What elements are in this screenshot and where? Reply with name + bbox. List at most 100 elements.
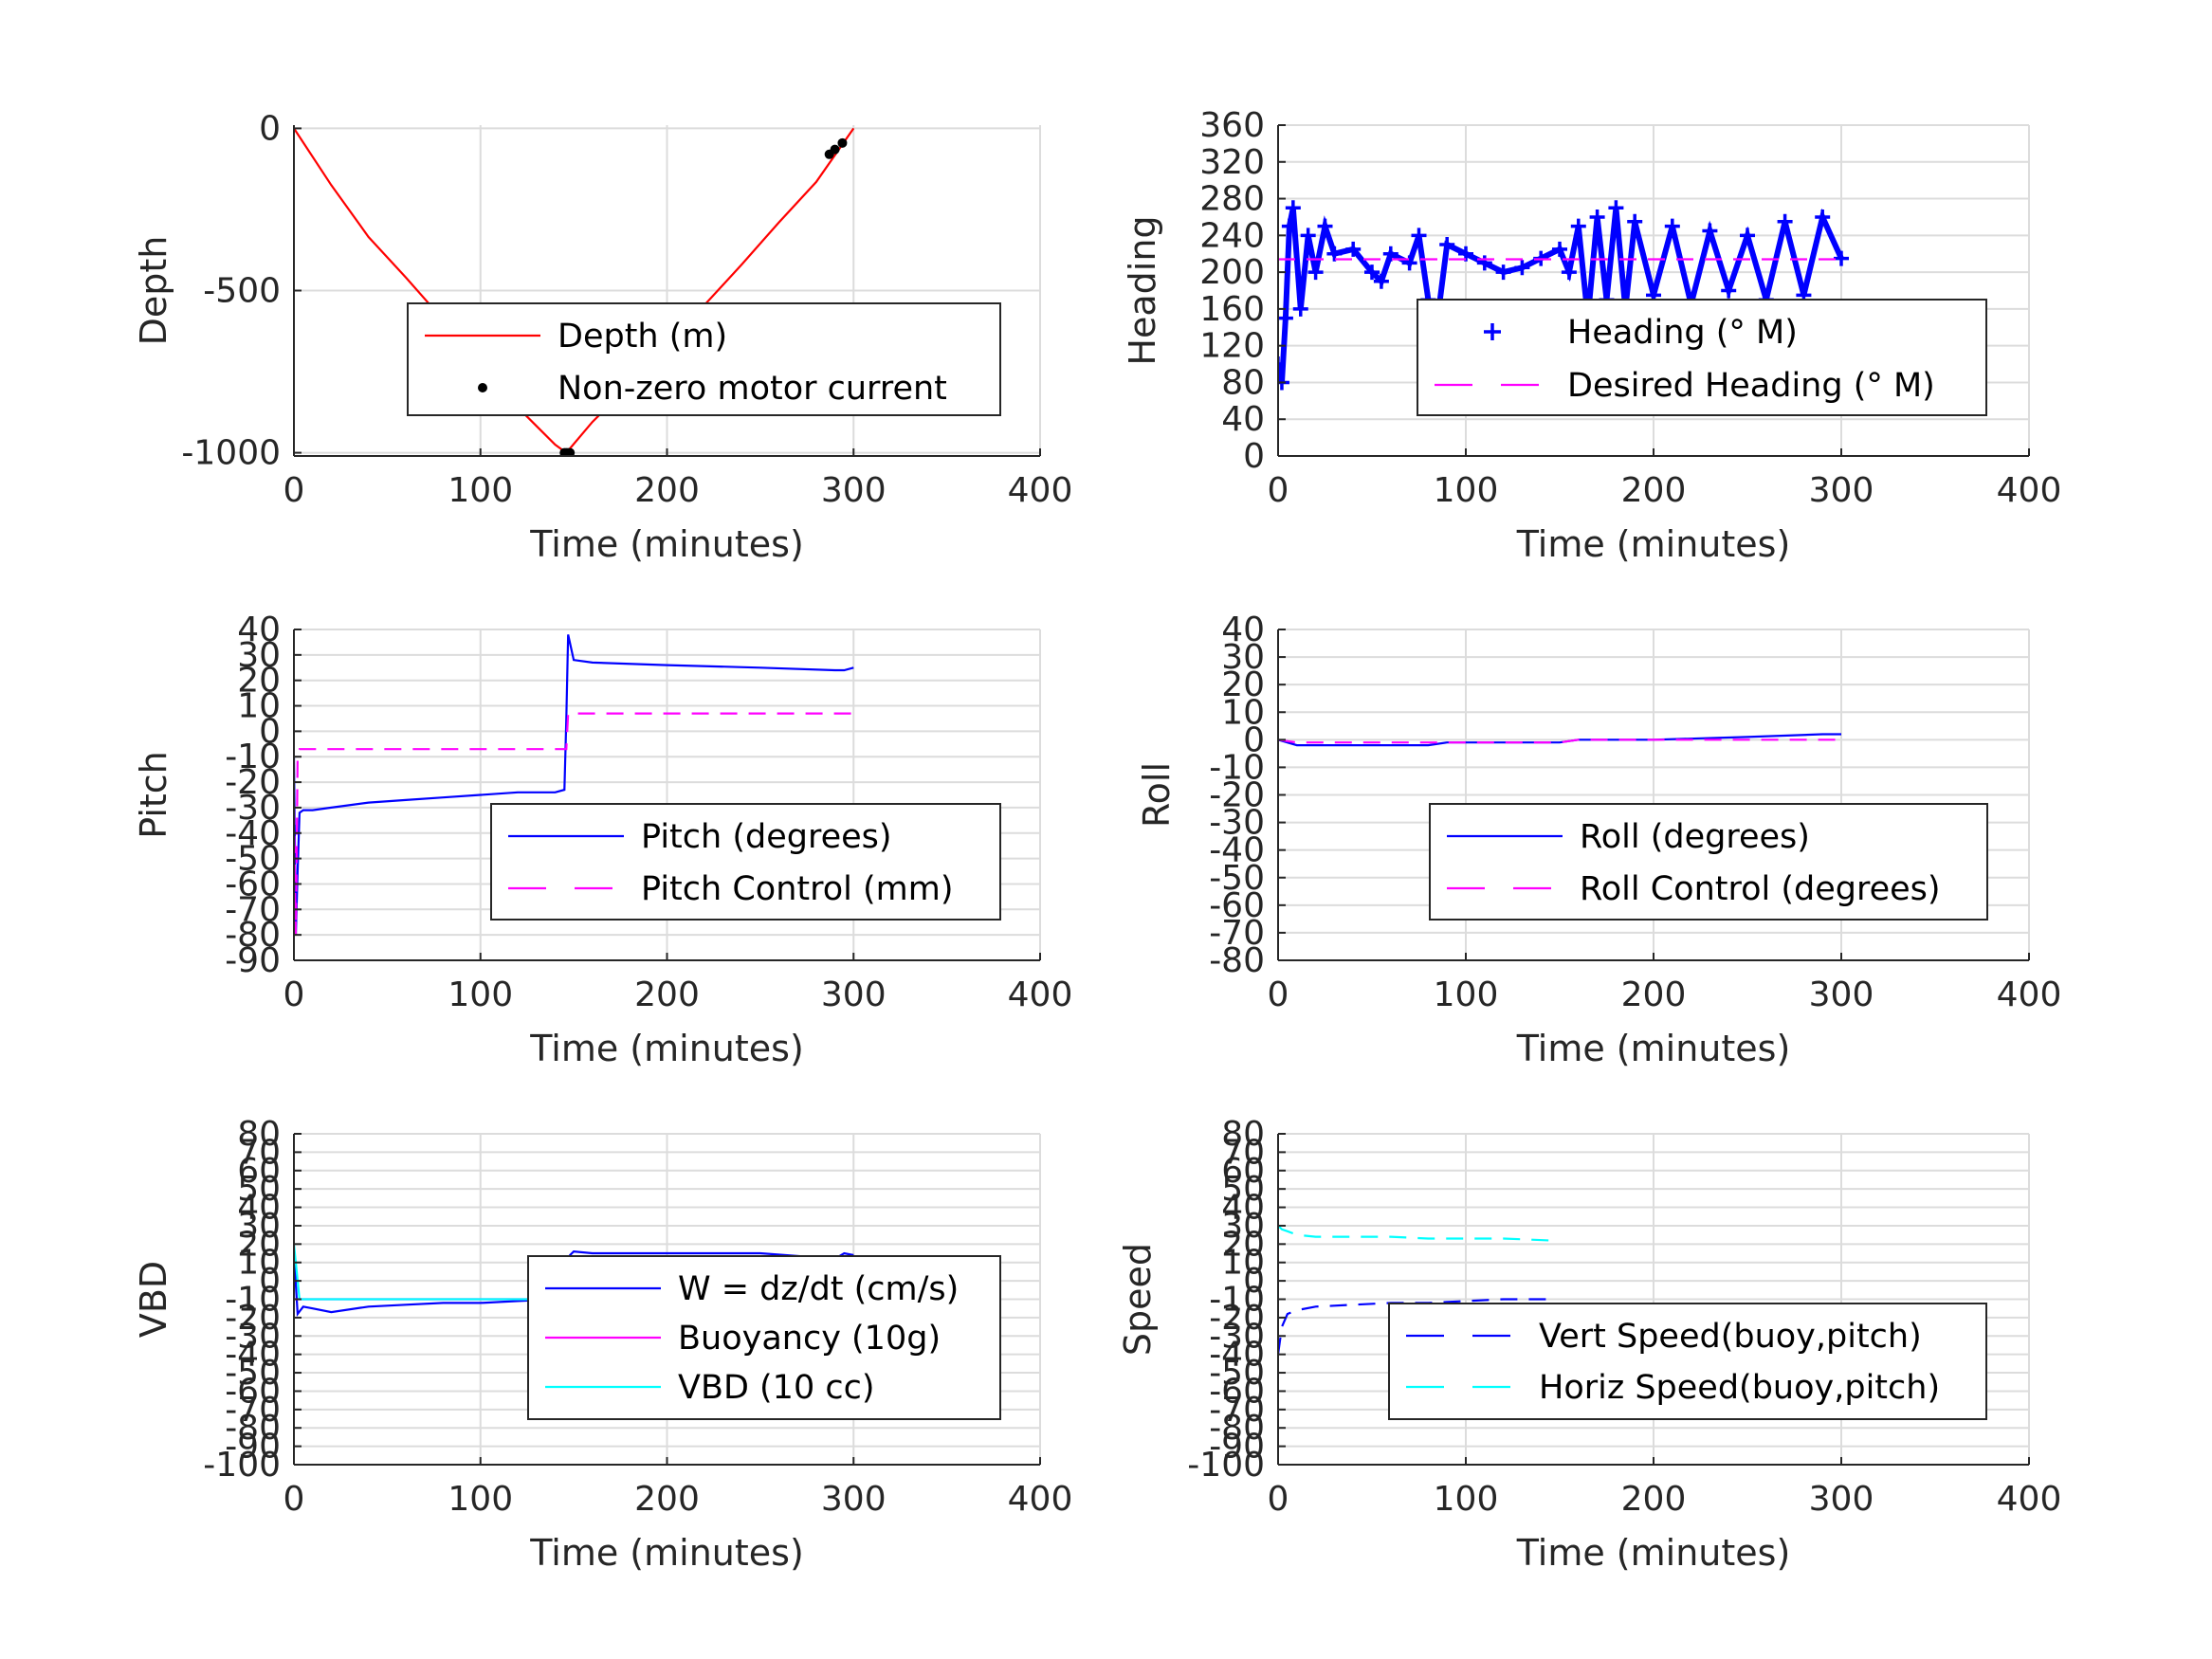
speed-y-tick-label: -60 (1209, 1372, 1265, 1411)
vbd-y-tick-label: -30 (225, 1317, 281, 1356)
speed-x-tick-label: 200 (1621, 1480, 1687, 1519)
roll-y-tick-label: 10 (1221, 693, 1265, 732)
pitch-x-tick-label: 100 (448, 975, 513, 1014)
heading-legend-label: Desired Heading (° M) (1567, 367, 1935, 405)
speed-legend-label: Horiz Speed(buoy,pitch) (1539, 1369, 1940, 1407)
vbd-y-tick-label: -100 (203, 1446, 281, 1485)
speed-y-tick-label: -80 (1209, 1409, 1265, 1448)
roll-y-tick-label: 0 (1243, 720, 1265, 759)
roll-x-tick-label: 100 (1434, 975, 1499, 1014)
heading-legend-swatch (1484, 323, 1501, 340)
pitch-y-tick-label: 0 (259, 712, 281, 751)
speed-x-tick-label: 300 (1809, 1480, 1874, 1519)
speed-y-tick-label: 30 (1221, 1207, 1265, 1246)
pitch-y-tick-label: 10 (237, 687, 281, 726)
depth-y-axis-label: Depth (133, 236, 174, 346)
speed-legend-box (1388, 1303, 1987, 1420)
heading-y-tick-label: 160 (1199, 290, 1265, 329)
heading-y-tick-label: 80 (1221, 363, 1265, 402)
speed-y-tick-label: -40 (1209, 1336, 1265, 1375)
vbd-y-tick-label: 30 (237, 1207, 281, 1246)
roll-y-tick-label: -80 (1209, 941, 1265, 980)
speed-y-tick-label: -30 (1209, 1317, 1265, 1356)
speed-y-tick-label: -20 (1209, 1299, 1265, 1338)
vbd-legend-label: VBD (10 cc) (678, 1369, 875, 1407)
roll-y-tick-label: -40 (1209, 831, 1265, 870)
depth-y-tick-label: -500 (203, 272, 281, 311)
heading-y-tick-label: 200 (1199, 253, 1265, 292)
heading-series-1-trace (1278, 207, 1844, 384)
roll-legend-label: Roll (degrees) (1580, 818, 1810, 856)
roll-y-tick-label: -30 (1209, 804, 1265, 843)
roll-y-tick-label: 20 (1221, 665, 1265, 704)
speed-y-tick-label: -90 (1209, 1428, 1265, 1467)
speed-y-tick-label: -10 (1209, 1281, 1265, 1320)
roll-x-tick-label: 300 (1809, 975, 1874, 1014)
roll-y-tick-label: -70 (1209, 914, 1265, 953)
pitch-y-tick-label: -40 (225, 814, 281, 853)
pitch-y-tick-label: -80 (225, 916, 281, 955)
roll-y-tick-label: 30 (1221, 638, 1265, 677)
vbd-y-tick-label: -40 (225, 1336, 281, 1375)
vbd-y-tick-label: -20 (225, 1299, 281, 1338)
vbd-y-tick-label: 70 (237, 1133, 281, 1172)
depth-legend: Depth (m) Non-zero motor current (407, 302, 1001, 416)
depth-legend-label: Depth (m) (558, 318, 727, 356)
heading-x-tick-label: 0 (1268, 471, 1289, 510)
pitch-x-tick-label: 400 (1008, 975, 1073, 1014)
depth-y-tick-label: -1000 (181, 434, 281, 473)
heading-x-axis-label: Time (minutes) (1516, 523, 1791, 565)
vbd-y-tick-label: -10 (225, 1281, 281, 1320)
speed-y-tick-label: 10 (1221, 1244, 1265, 1283)
speed-legend: Vert Speed(buoy,pitch) Horiz Speed(buoy,p… (1388, 1303, 1987, 1420)
depth-legend-swatch (478, 383, 487, 392)
vbd-y-tick-label: 60 (237, 1152, 281, 1191)
pitch-legend-label: Pitch Control (mm) (641, 870, 953, 908)
speed-y-axis-label: Speed (1117, 1243, 1159, 1356)
vbd-y-tick-label: 50 (237, 1170, 281, 1209)
roll-chart: 0 100 200 300 400-80-70-60-50-40-30-20-10010… (1136, 611, 2061, 1069)
pitch-y-axis-label: Pitch (133, 751, 174, 839)
roll-x-axis-label: Time (minutes) (1516, 1028, 1791, 1069)
vbd-x-axis-label: Time (minutes) (529, 1532, 804, 1574)
pitch-y-tick-label: 30 (237, 636, 281, 675)
heading-x-tick-label: 300 (1809, 471, 1874, 510)
speed-y-tick-label: 70 (1221, 1133, 1265, 1172)
speed-y-tick-label: 80 (1221, 1115, 1265, 1154)
depth-x-tick-label: 200 (634, 471, 700, 510)
roll-y-axis-label: Roll (1136, 762, 1178, 828)
roll-y-tick-label: -50 (1209, 859, 1265, 898)
speed-y-tick-label: 0 (1243, 1262, 1265, 1301)
pitch-x-tick-label: 300 (821, 975, 887, 1014)
pitch-y-tick-label: -20 (225, 763, 281, 802)
speed-y-tick-label: -100 (1187, 1446, 1265, 1485)
depth-x-tick-label: 300 (821, 471, 887, 510)
pitch-series-1-line (294, 634, 854, 936)
vbd-y-tick-label: -90 (225, 1428, 281, 1467)
vbd-y-axis-label: VBD (133, 1261, 174, 1338)
speed-y-tick-label: -70 (1209, 1391, 1265, 1430)
pitch-y-tick-label: -90 (225, 941, 281, 980)
roll-y-tick-label: -20 (1209, 776, 1265, 815)
roll-series-1-line (1278, 733, 1841, 747)
pitch-y-tick-label: 20 (237, 662, 281, 701)
vbd-legend-label: Buoyancy (10g) (678, 1320, 941, 1358)
vbd-legend-label: W = dz/dt (cm/s) (678, 1270, 959, 1308)
depth-x-axis-label: Time (minutes) (529, 523, 804, 565)
vbd-x-tick-label: 300 (821, 1480, 887, 1519)
vbd-x-tick-label: 400 (1008, 1480, 1073, 1519)
speed-y-tick-label: 20 (1221, 1225, 1265, 1264)
pitch-x-tick-label: 0 (283, 975, 305, 1014)
depth-series-2-point (830, 144, 840, 155)
heading-y-tick-label: 120 (1199, 327, 1265, 366)
depth-legend-label: Non-zero motor current (558, 370, 947, 408)
roll-x-tick-label: 400 (1997, 975, 2062, 1014)
heading-y-tick-label: 240 (1199, 216, 1265, 255)
heading-y-tick-label: 40 (1221, 400, 1265, 439)
vbd-y-tick-label: 20 (237, 1225, 281, 1264)
vbd-y-tick-label: -60 (225, 1372, 281, 1411)
heading-y-tick-label: 280 (1199, 180, 1265, 219)
heading-legend: Heading (° M) Desired Heading (° M) (1417, 299, 1987, 416)
depth-series-2-point (565, 447, 576, 456)
